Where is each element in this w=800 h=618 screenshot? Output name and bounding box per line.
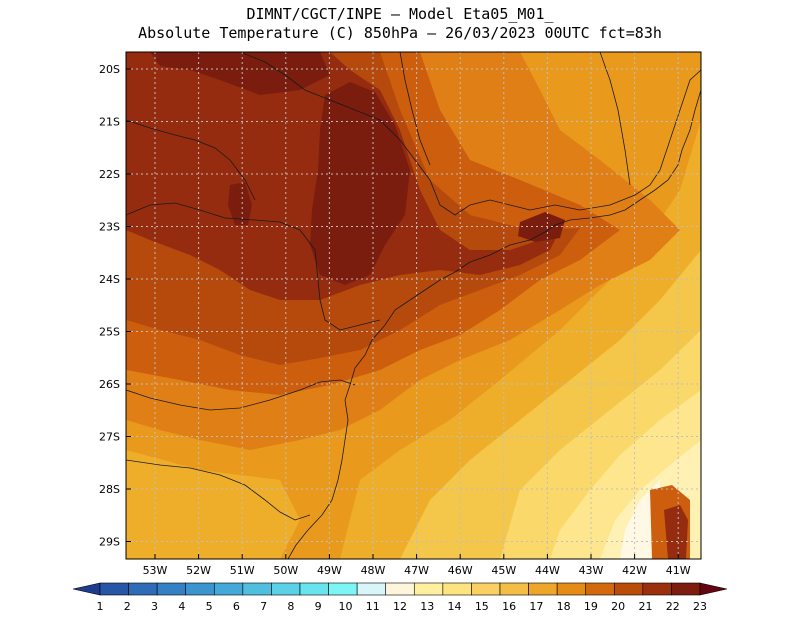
state-border-5 bbox=[399, 52, 431, 166]
colorbar-segment bbox=[642, 582, 672, 596]
lon-label: 53W bbox=[143, 564, 168, 577]
latitude-labels: 20S 21S 22S 23S 24S 25S 26S 27S 28S 29S bbox=[99, 63, 120, 549]
colorbar-label: 8 bbox=[287, 600, 294, 613]
lat-label: 22S bbox=[99, 168, 120, 181]
colorbar bbox=[72, 582, 728, 596]
river-border bbox=[126, 119, 256, 201]
colorbar-label: 16 bbox=[502, 600, 516, 613]
chart-title: DIMNT/CGCT/INPE – Model Eta05_M01_ bbox=[246, 5, 554, 23]
colorbar-segment bbox=[613, 582, 644, 596]
lat-label: 20S bbox=[99, 63, 120, 76]
colorbar-segment bbox=[185, 582, 215, 596]
graticule bbox=[126, 52, 701, 559]
colorbar-label: 23 bbox=[693, 600, 707, 613]
lon-label: 41W bbox=[666, 564, 691, 577]
lon-label: 48W bbox=[361, 564, 386, 577]
lon-label: 52W bbox=[186, 564, 211, 577]
band-22-center bbox=[310, 82, 410, 285]
lat-label: 25S bbox=[99, 326, 120, 339]
lon-label: 45W bbox=[491, 564, 516, 577]
latitude-ticks bbox=[126, 68, 131, 542]
colorbar-segment bbox=[413, 582, 444, 596]
longitude-labels: 53W 52W 51W 50W 49W 48W 47W 46W 45W 44W 43W 42W 41W bbox=[143, 564, 691, 577]
colorbar-segment bbox=[671, 582, 701, 596]
colorbar-label: 9 bbox=[315, 600, 322, 613]
lon-label: 50W bbox=[273, 564, 298, 577]
state-border-6 bbox=[599, 52, 631, 186]
colorbar-arrow-left bbox=[72, 582, 101, 596]
band-20-se bbox=[664, 505, 688, 559]
band-22-west bbox=[228, 182, 252, 225]
colorbar-labels: 1 2 3 4 5 6 7 8 9 10 11 12 13 14 15 16 17 18 19 20 21 22 23 bbox=[97, 600, 708, 613]
colorbar-label: 22 bbox=[666, 600, 680, 613]
state-border-1 bbox=[239, 52, 701, 216]
colorbar-segment bbox=[271, 582, 301, 596]
chart-subtitle: Absolute Temperature (C) 850hPa – 26/03/… bbox=[138, 24, 662, 42]
colorbar-label: 3 bbox=[151, 600, 158, 613]
lon-label: 51W bbox=[230, 564, 255, 577]
colorbar-segment bbox=[128, 582, 158, 596]
colorbar-label: 20 bbox=[611, 600, 625, 613]
colorbar-segment bbox=[585, 582, 615, 596]
band-11 bbox=[620, 480, 660, 559]
colorbar-arrow-right bbox=[699, 582, 728, 596]
colorbar-label: 1 bbox=[97, 600, 104, 613]
lat-label: 24S bbox=[99, 273, 120, 286]
band-16-west bbox=[126, 450, 300, 559]
lon-label: 46W bbox=[448, 564, 473, 577]
temperature-field bbox=[126, 52, 701, 559]
colorbar-label: 7 bbox=[260, 600, 267, 613]
colorbar-segment bbox=[385, 582, 415, 596]
lat-label: 23S bbox=[99, 221, 120, 234]
colorbar-label: 10 bbox=[338, 600, 352, 613]
colorbar-segment bbox=[156, 582, 187, 596]
map-frame bbox=[125, 51, 702, 560]
colorbar-label: 11 bbox=[366, 600, 380, 613]
colorbar-segment bbox=[499, 582, 529, 596]
colorbar-label: 18 bbox=[557, 600, 571, 613]
colorbar-label: 13 bbox=[420, 600, 434, 613]
lat-label: 28S bbox=[99, 483, 120, 496]
colorbar-label: 2 bbox=[124, 600, 131, 613]
colorbar-label: 5 bbox=[206, 600, 213, 613]
coastline bbox=[287, 89, 701, 559]
lat-label: 26S bbox=[99, 378, 120, 391]
state-border-4 bbox=[126, 459, 311, 521]
lon-label: 43W bbox=[579, 564, 604, 577]
colorbar-segment bbox=[328, 582, 358, 596]
lon-label: 49W bbox=[317, 564, 342, 577]
colorbar-label: 15 bbox=[475, 600, 489, 613]
lat-label: 21S bbox=[99, 116, 120, 129]
colorbar-label: 19 bbox=[584, 600, 598, 613]
colorbar-segment bbox=[242, 582, 272, 596]
colorbar-segment bbox=[299, 582, 329, 596]
colorbar-segment bbox=[442, 582, 472, 596]
colorbar-label: 14 bbox=[448, 600, 462, 613]
lon-label: 44W bbox=[535, 564, 560, 577]
colorbar-segment bbox=[99, 582, 129, 596]
borders bbox=[126, 52, 701, 559]
band-22 bbox=[150, 52, 330, 95]
longitude-ticks bbox=[154, 554, 679, 559]
lat-label: 27S bbox=[99, 431, 120, 444]
colorbar-segment bbox=[471, 582, 501, 596]
colorbar-segment bbox=[356, 582, 387, 596]
colorbar-label: 17 bbox=[529, 600, 543, 613]
state-border-3 bbox=[126, 379, 356, 411]
colorbar-segment bbox=[213, 582, 244, 596]
state-border-2 bbox=[126, 202, 381, 331]
lon-label: 42W bbox=[622, 564, 647, 577]
lon-label: 47W bbox=[404, 564, 429, 577]
colorbar-segment bbox=[556, 582, 587, 596]
lat-label: 29S bbox=[99, 536, 120, 549]
colorbar-label: 6 bbox=[233, 600, 240, 613]
colorbar-label: 4 bbox=[178, 600, 185, 613]
colorbar-label: 12 bbox=[393, 600, 407, 613]
colorbar-segment bbox=[528, 582, 558, 596]
colorbar-label: 21 bbox=[638, 600, 652, 613]
